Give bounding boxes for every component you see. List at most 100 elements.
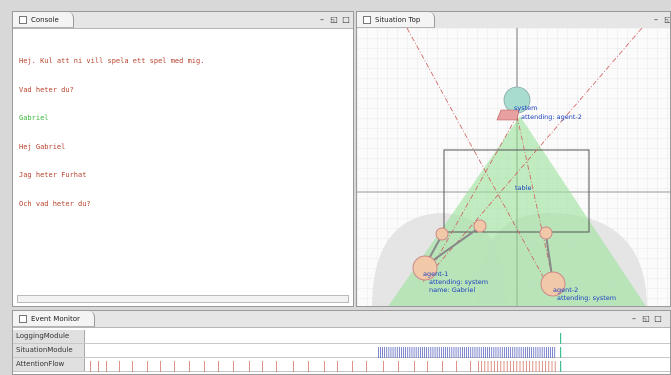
event-tick [533,347,535,358]
event-tick [378,347,379,358]
maximize-button[interactable]: □ [342,15,350,24]
event-tick [504,347,505,358]
event-tick [541,347,543,358]
minimize-button[interactable]: – [654,15,658,24]
event-track[interactable] [86,330,670,344]
event-tick [485,347,486,358]
console-horizontal-scrollbar[interactable] [17,295,349,303]
event-monitor-tab-label: Event Monitor [31,314,80,323]
event-tick [520,347,522,358]
event-tick [249,361,250,372]
event-tick [487,347,488,358]
event-tick [324,361,325,372]
event-tick [545,361,546,372]
agent1-attending: attending: system [429,278,488,286]
system-label: system [514,104,538,112]
event-tick [478,347,480,358]
event-tick [554,347,556,358]
event-tick [392,347,394,358]
event-tick [525,347,526,358]
event-tick [506,361,508,372]
event-tick [308,361,309,372]
console-tab-icon [19,15,27,24]
console-line: Hej. Kul att ni vill spela ett spel med … [19,57,205,65]
event-tick [527,347,528,358]
event-tick [550,347,551,358]
minimize-button[interactable]: – [632,314,636,323]
event-tick [539,347,541,358]
event-tick [554,361,556,372]
event-tick [218,361,219,372]
event-tick [426,347,427,358]
event-tick [147,361,148,372]
event-tick [472,347,474,358]
event-tick [531,347,532,358]
event-monitor-panel: Event Monitor – ◱ □ LoggingModule Situat… [12,310,671,375]
event-row-logging: LoggingModule [13,330,670,344]
event-tick [456,361,457,372]
event-tick [427,361,428,372]
agent1-name: agent-1 [423,270,448,278]
event-tick [455,347,457,358]
event-tick [560,361,562,372]
event-tick [293,361,294,372]
console-line: Gabriel [19,114,49,122]
event-tick [494,361,495,372]
event-tick [519,361,521,372]
event-tick [495,347,497,358]
event-tick [535,361,537,372]
maximize-button[interactable]: □ [654,314,662,323]
event-tick [459,347,461,358]
event-tick [399,347,400,358]
event-tick [422,347,423,358]
event-tick [366,361,367,372]
event-tick [489,347,490,358]
event-tick [468,347,469,358]
situation-tab[interactable]: Situation Top [357,12,436,28]
restore-button[interactable]: ◱ [642,314,650,323]
event-tick [262,361,263,372]
event-tick [388,347,390,358]
console-tab[interactable]: Console [13,12,74,28]
event-tick [414,361,415,372]
system-attention-cone [388,116,646,306]
event-tick [499,347,501,358]
event-tick [451,347,453,358]
event-tick [493,347,495,358]
agent2-circle[interactable] [540,271,566,297]
console-output: Hej. Kul att ni vill spela ett spel med … [19,38,204,228]
agent1-circle[interactable] [412,255,438,281]
event-tick [276,361,277,372]
situation-panel: Situation Top – ◱ table system atte [356,11,671,307]
agent2-attending: attending: system [557,294,616,302]
system-attending: attending: agent-2 [521,113,582,121]
event-monitor-tab-icon [19,314,27,323]
event-tick [445,347,446,358]
event-tick [464,347,465,358]
minimize-button[interactable]: – [320,15,324,24]
situation-tab-icon [363,15,371,24]
event-tick [470,361,471,372]
event-track[interactable] [86,358,670,372]
event-monitor-tab-bar [13,311,670,328]
event-tick [501,347,503,358]
restore-button[interactable]: ◱ [330,15,338,24]
event-track[interactable] [86,344,670,358]
console-line: Vad heter du? [19,85,74,94]
event-tick [470,347,472,358]
console-panel: Console – ◱ □ Hej. Kul att ni vill spela… [12,11,354,307]
event-tick [174,361,175,372]
restore-button[interactable]: ◱ [664,14,670,26]
event-monitor-tab[interactable]: Event Monitor [13,311,95,327]
event-tick [484,361,486,372]
event-tick [542,361,543,372]
event-tick [98,361,99,372]
event-tick [535,347,537,358]
event-tick [508,347,509,358]
event-tick [386,347,388,358]
situation-canvas[interactable]: table system attending: agent-2 agent-1 … [357,28,671,307]
event-tick [441,347,442,358]
event-tick [457,347,459,358]
event-tick [510,347,511,358]
event-tick [449,347,451,358]
